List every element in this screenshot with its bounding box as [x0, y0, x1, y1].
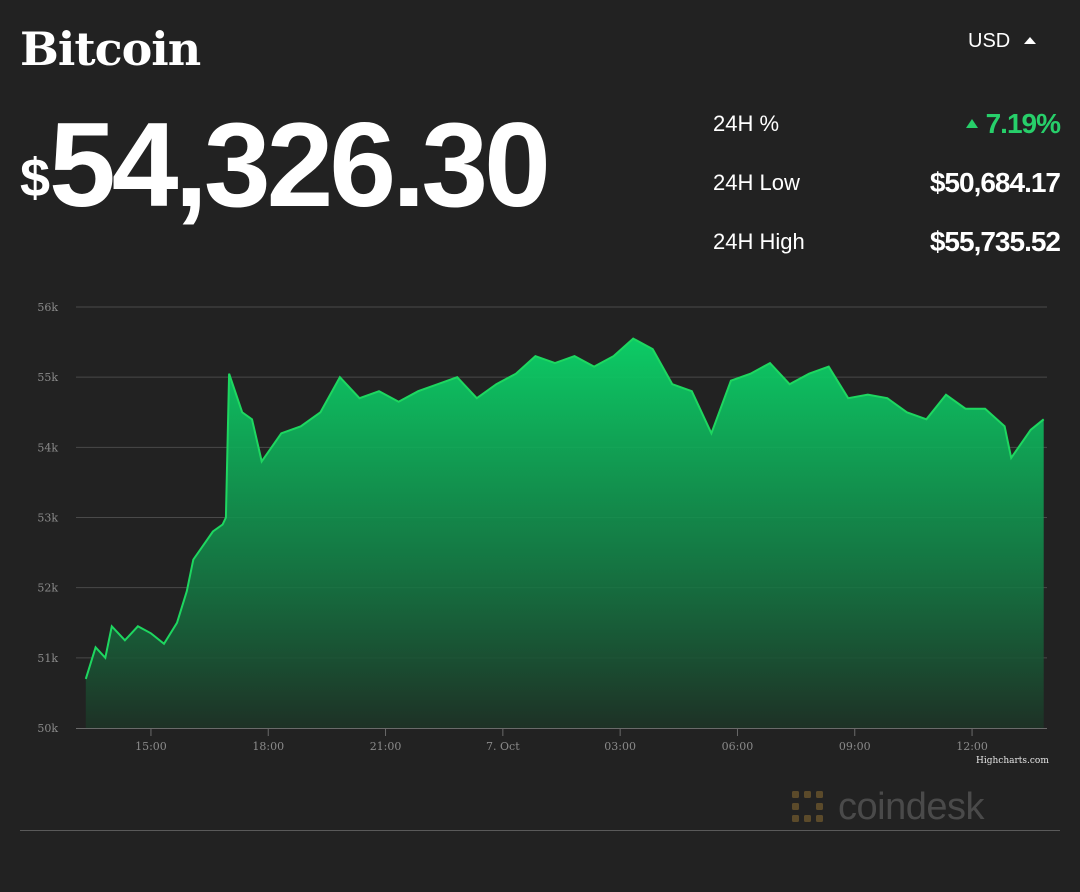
x-tick-label: 21:00: [370, 740, 402, 753]
price-value: 54,326.30: [49, 98, 551, 232]
currency-label: USD: [968, 30, 1011, 52]
stat-value: $50,684.17: [929, 166, 1061, 198]
x-tick-label: 18:00: [252, 740, 284, 753]
caret-up-icon: [1024, 37, 1037, 44]
price-area: [85, 338, 1044, 728]
highcharts-credit[interactable]: Highcharts.com: [976, 756, 1049, 766]
y-axis: 50k 51k 52k 53k 54k 55k 56k: [37, 301, 58, 735]
stat-24h-high: 24H High $55,735.52: [713, 212, 1061, 271]
stat-label: 24H Low: [713, 169, 800, 195]
triangle-up-icon: [965, 119, 978, 128]
y-tick-label: 53k: [37, 512, 58, 525]
stats-panel: 24H % 7.19% 24H Low $50,684.17 24H High …: [713, 94, 1061, 271]
y-tick-label: 52k: [37, 582, 58, 595]
footer-divider: [20, 830, 1060, 831]
y-tick-label: 55k: [37, 371, 58, 384]
x-tick-label: 7. Oct: [486, 740, 520, 753]
price-currency-symbol: $: [20, 148, 50, 208]
currency-selector[interactable]: USD: [968, 30, 1037, 53]
stat-value: $55,735.52: [929, 225, 1061, 257]
x-tick-label: 12:00: [956, 740, 988, 753]
stat-label: 24H %: [713, 110, 780, 136]
price-chart[interactable]: 50k 51k 52k 53k 54k 55k 56k 15:00 18:00 21:00 7. …: [0, 290, 1080, 770]
coindesk-wordmark: coindesk: [838, 786, 984, 828]
stat-value: 7.19%: [965, 107, 1061, 140]
current-price: $ 54,326.30: [20, 98, 551, 232]
change-percent: 7.19%: [985, 107, 1061, 139]
coindesk-logo: coindesk: [790, 786, 984, 829]
x-tick-label: 09:00: [839, 740, 871, 753]
y-tick-label: 51k: [37, 652, 58, 665]
x-tick-label: 03:00: [604, 740, 636, 753]
coindesk-logo-icon: [792, 790, 823, 822]
x-axis: 15:00 18:00 21:00 7. Oct 03:00 06:00 09:00 12:0…: [135, 728, 988, 753]
price-line: [84, 337, 1045, 680]
stat-label: 24H High: [713, 228, 805, 254]
x-tick-label: 06:00: [722, 740, 754, 753]
y-tick-label: 50k: [37, 722, 58, 735]
y-tick-label: 54k: [37, 441, 58, 454]
stat-24h-change: 24H % 7.19%: [713, 94, 1061, 153]
x-tick-label: 15:00: [135, 740, 167, 753]
y-tick-label: 56k: [37, 301, 58, 314]
asset-title: Bitcoin: [20, 22, 201, 76]
stat-24h-low: 24H Low $50,684.17: [713, 153, 1061, 212]
